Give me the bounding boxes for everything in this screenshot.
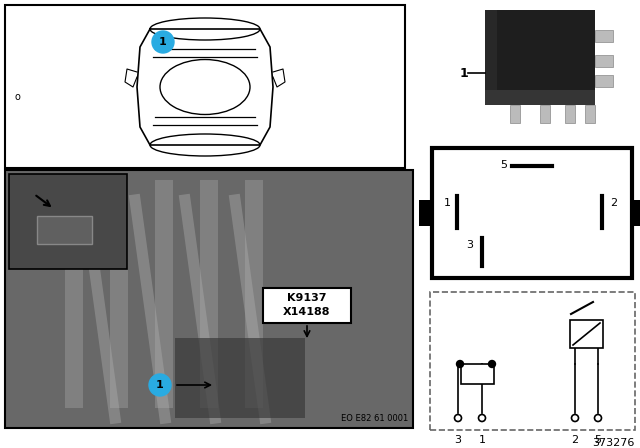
Text: 1: 1 xyxy=(156,380,164,390)
Bar xyxy=(419,200,432,226)
Bar xyxy=(175,338,305,418)
Text: 2: 2 xyxy=(611,198,618,208)
Bar xyxy=(461,364,494,384)
Text: 1: 1 xyxy=(444,198,451,208)
Bar xyxy=(5,5,405,168)
Bar xyxy=(485,10,497,90)
Bar xyxy=(200,180,218,408)
Bar xyxy=(263,288,351,323)
Text: 373276: 373276 xyxy=(593,438,635,448)
Bar xyxy=(37,216,92,244)
Text: 5: 5 xyxy=(595,435,602,445)
Bar xyxy=(110,180,128,408)
Bar xyxy=(510,105,520,123)
Bar xyxy=(632,200,640,226)
Circle shape xyxy=(479,414,486,422)
Text: 3: 3 xyxy=(467,240,474,250)
Text: 3: 3 xyxy=(454,435,461,445)
Text: EO E82 61 0001: EO E82 61 0001 xyxy=(340,414,408,423)
Bar xyxy=(540,105,550,123)
Text: 5: 5 xyxy=(500,160,508,170)
Bar xyxy=(430,292,635,430)
Bar xyxy=(565,105,575,123)
Circle shape xyxy=(152,31,174,53)
Bar xyxy=(485,90,595,105)
Bar xyxy=(595,75,613,87)
Bar xyxy=(245,180,263,408)
Bar xyxy=(595,30,613,42)
Bar xyxy=(595,55,613,67)
Bar xyxy=(5,170,413,428)
Bar xyxy=(9,174,127,269)
Text: 1: 1 xyxy=(460,66,468,79)
Circle shape xyxy=(572,414,579,422)
Circle shape xyxy=(454,414,461,422)
Text: o: o xyxy=(14,92,20,102)
Bar xyxy=(432,148,632,278)
Circle shape xyxy=(595,414,602,422)
Bar xyxy=(155,180,173,408)
Bar xyxy=(65,180,83,408)
Circle shape xyxy=(488,361,495,367)
Circle shape xyxy=(149,374,171,396)
Text: X14188: X14188 xyxy=(284,307,331,317)
Text: 2: 2 xyxy=(572,435,579,445)
Text: K9137: K9137 xyxy=(287,293,327,303)
Text: 1: 1 xyxy=(479,435,486,445)
Bar xyxy=(570,320,603,348)
Bar xyxy=(585,105,595,123)
Circle shape xyxy=(456,361,463,367)
Text: 1: 1 xyxy=(159,37,167,47)
Bar xyxy=(485,10,595,105)
